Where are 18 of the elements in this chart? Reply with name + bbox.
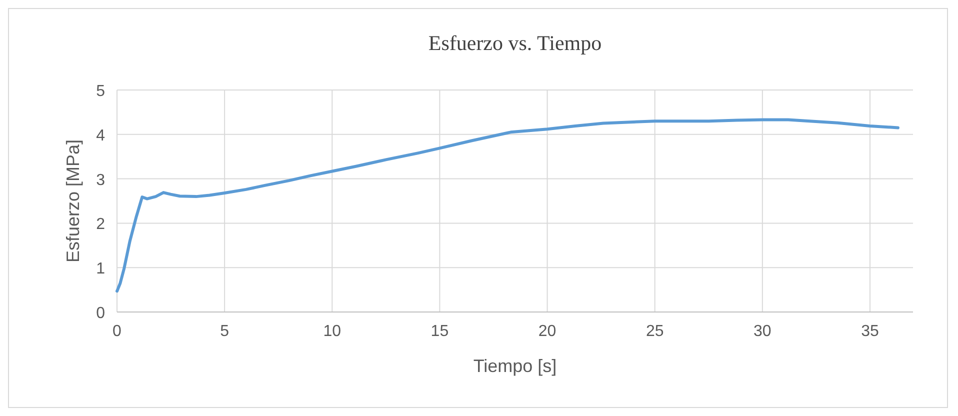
x-tick-label: 5 (220, 323, 230, 340)
x-tick-label: 35 (861, 323, 879, 340)
x-tick-label: 30 (754, 323, 772, 340)
x-axis-title: Tiempo [s] (473, 356, 557, 376)
x-tick-label: 20 (538, 323, 556, 340)
x-tick-label: 15 (430, 323, 449, 340)
y-tick-label: 4 (96, 127, 106, 144)
line-series (116, 118, 900, 293)
x-tick-label: 25 (646, 323, 664, 340)
x-tick-label: 0 (112, 323, 122, 340)
y-tick-label: 1 (96, 260, 106, 278)
y-tick-label: 5 (96, 83, 106, 100)
y-tick-label: 0 (96, 305, 106, 322)
y-tick-label: 3 (96, 172, 106, 189)
x-tick-label: 10 (323, 323, 342, 340)
y-axis-title: Esfuerzo [MPa] (63, 139, 83, 263)
y-tick-label: 2 (96, 216, 106, 234)
chart-title: Esfuerzo vs. Tiempo (428, 31, 602, 55)
